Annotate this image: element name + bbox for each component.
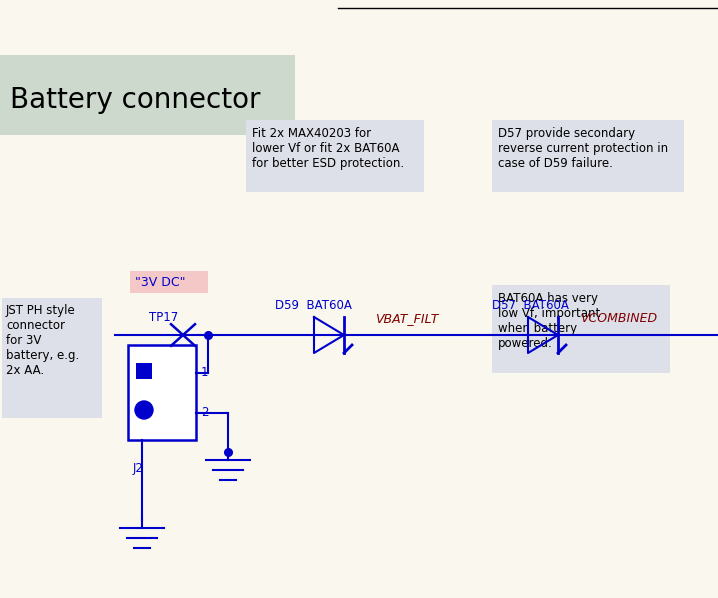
Bar — [492, 285, 670, 373]
Bar — [128, 345, 196, 440]
Text: D57  BAT60A: D57 BAT60A — [492, 299, 569, 312]
Text: 2: 2 — [201, 407, 208, 420]
Text: J2: J2 — [133, 462, 144, 475]
Text: D57 provide secondary
reverse current protection in
case of D59 failure.: D57 provide secondary reverse current pr… — [498, 127, 668, 170]
Bar — [2, 298, 102, 418]
Text: D59  BAT60A: D59 BAT60A — [275, 299, 352, 312]
Text: 1: 1 — [201, 367, 208, 380]
Text: VBAT_FILT: VBAT_FILT — [375, 312, 439, 325]
Text: JST PH style
connector
for 3V
battery, e.g.
2x AA.: JST PH style connector for 3V battery, e… — [6, 304, 79, 377]
Text: BAT60A has very
low Vf, important
when battery
powered.: BAT60A has very low Vf, important when b… — [498, 292, 600, 350]
Bar — [136, 363, 152, 379]
Text: VCOMBINED: VCOMBINED — [580, 312, 657, 325]
Text: TP17: TP17 — [149, 311, 178, 324]
Bar — [492, 120, 684, 192]
Bar — [0, 55, 295, 135]
Text: Battery connector: Battery connector — [10, 86, 261, 114]
Text: Fit 2x MAX40203 for
lower Vf or fit 2x BAT60A
for better ESD protection.: Fit 2x MAX40203 for lower Vf or fit 2x B… — [252, 127, 404, 170]
Text: "3V DC": "3V DC" — [135, 276, 185, 289]
Bar — [130, 271, 208, 293]
Circle shape — [135, 401, 153, 419]
Bar — [246, 120, 424, 192]
